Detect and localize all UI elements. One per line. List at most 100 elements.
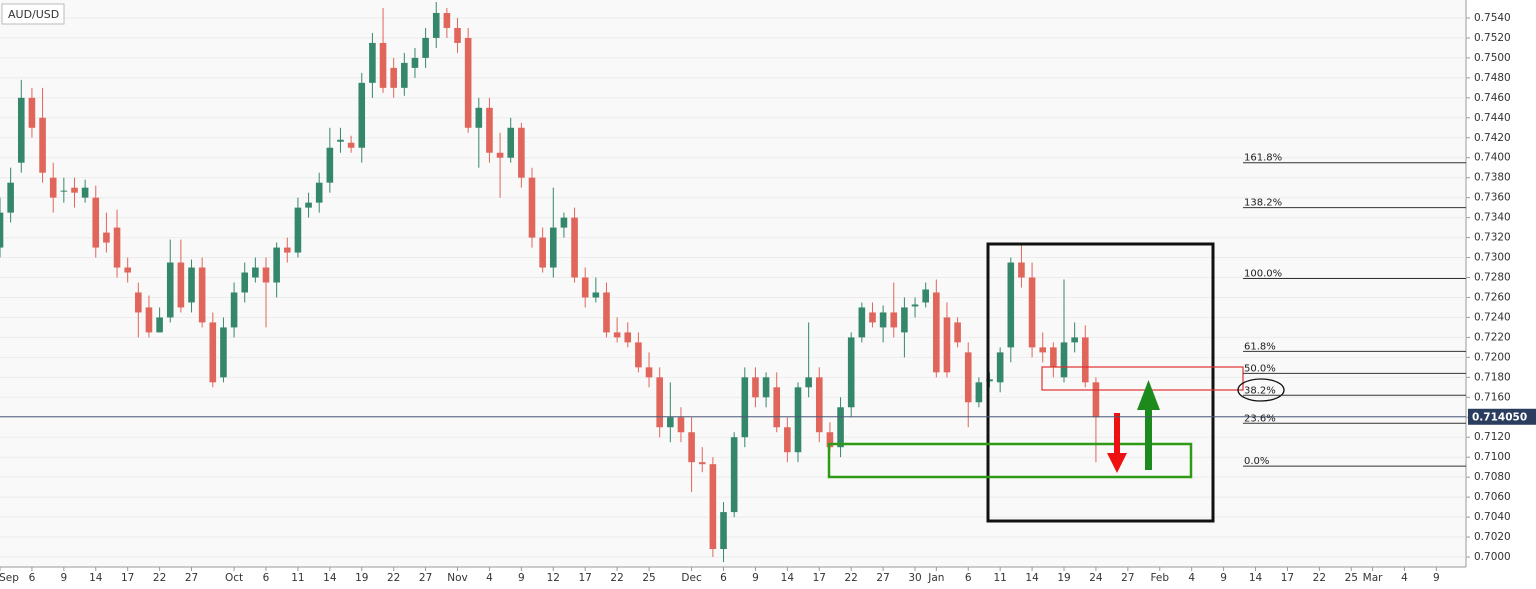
y-tick-label: 0.7260: [1474, 291, 1511, 303]
y-tick-label: 0.7280: [1474, 272, 1511, 284]
x-tick-label: Nov: [447, 572, 468, 584]
candle-body: [166, 262, 174, 318]
y-tick-label: 0.7400: [1474, 152, 1511, 164]
candle-body: [315, 182, 323, 203]
x-tick-label: 22: [153, 572, 166, 584]
candle-body: [975, 382, 983, 403]
candle-body: [869, 312, 876, 323]
highlight-ellipse: [1237, 378, 1285, 402]
candle-body: [71, 187, 78, 193]
axis-background: [1466, 0, 1536, 589]
y-tick-label: 0.7180: [1474, 371, 1511, 383]
candle-body: [752, 377, 759, 398]
y-tick-label: 0.7320: [1474, 232, 1511, 244]
y-tick-label: 0.7200: [1474, 351, 1511, 363]
x-tick-label: 4: [486, 572, 493, 584]
candle-body: [475, 107, 483, 128]
candle-body: [103, 232, 110, 243]
current-price-box: [1468, 408, 1536, 425]
candle-body: [422, 37, 429, 58]
candle-body: [762, 377, 770, 398]
candles: [0, 1, 1100, 563]
candle-body: [986, 379, 993, 382]
candle-body: [0, 212, 4, 248]
candle-body: [273, 247, 280, 283]
candle-body: [613, 332, 621, 338]
y-tick-label: 0.7360: [1474, 192, 1511, 204]
candle-body: [1060, 342, 1068, 378]
y-tick-label: 0.7120: [1474, 431, 1511, 443]
candle-body: [337, 139, 344, 142]
candle-body: [656, 377, 663, 428]
x-tick-label: 6: [263, 572, 270, 584]
x-tick-label: Dec: [681, 572, 702, 584]
y-tick-label: 0.7460: [1474, 92, 1511, 104]
y-tick-label: 0.7000: [1474, 551, 1511, 563]
x-tick-label: 9: [752, 572, 759, 584]
candle-body: [901, 307, 908, 333]
candle-body: [805, 377, 812, 388]
candle-body: [709, 464, 717, 550]
x-tick-label: 17: [813, 572, 826, 584]
candle-body: [943, 317, 951, 373]
chart-title: AUD/USD: [8, 8, 59, 21]
candle-body: [241, 272, 249, 293]
candle-body: [964, 352, 972, 403]
x-tick-label: 14: [781, 572, 795, 584]
candle-body: [358, 82, 366, 148]
candle-body: [305, 202, 312, 208]
fib-label: 61.8%: [1244, 341, 1276, 352]
y-tick-label: 0.7100: [1474, 451, 1511, 463]
candle-body: [507, 127, 515, 158]
box: [1041, 366, 1244, 391]
candle-body: [528, 177, 536, 238]
candle-body: [667, 417, 674, 428]
x-tick-label: 27: [419, 572, 432, 584]
candle-body: [933, 292, 940, 373]
y-tick-label: 0.7500: [1474, 52, 1511, 64]
candle-body: [741, 377, 749, 438]
x-tick-label: 4: [1401, 572, 1408, 584]
candle-body: [677, 417, 685, 433]
candle-body: [454, 27, 461, 43]
x-tick-label: 17: [1281, 572, 1294, 584]
y-tick-label: 0.7060: [1474, 491, 1511, 503]
candle-body: [220, 327, 227, 378]
candle-body: [1007, 262, 1015, 348]
x-tick-label: Oct: [225, 572, 243, 584]
candle-body: [571, 217, 578, 278]
candle-body: [145, 307, 153, 333]
x-tick-label: 17: [121, 572, 134, 584]
candle-body: [135, 292, 142, 313]
annotations: 161.8% 138.2% 100.0% 61.8% 50.0% 38.2% 23.6% 0.…: [0, 153, 1466, 523]
candle-body: [124, 267, 131, 273]
y-tick-label: 0.7540: [1474, 12, 1511, 24]
candle-body: [113, 227, 121, 268]
x-tick-label: 25: [1345, 572, 1358, 584]
candle-body: [28, 97, 36, 128]
y-tick-label: 0.7300: [1474, 252, 1511, 264]
x-tick-label: 14: [1025, 572, 1039, 584]
candle-body: [496, 152, 504, 158]
box: [827, 442, 1193, 479]
candle-body: [1092, 382, 1100, 418]
x-tick-label: Mar: [1363, 572, 1383, 584]
candle-body: [60, 190, 68, 192]
candle-body: [996, 352, 1004, 383]
x-tick-label: 25: [642, 572, 655, 584]
candle-body: [698, 462, 706, 465]
y-tick-label: 0.7520: [1474, 32, 1511, 44]
fib-label: 100.0%: [1244, 269, 1282, 280]
candle-body: [7, 182, 14, 213]
candle-body: [262, 267, 270, 283]
y-tick-label: 0.7340: [1474, 212, 1511, 224]
candle-body: [954, 322, 961, 343]
x-tick-label: 6: [720, 572, 727, 584]
y-tick-label: 0.7440: [1474, 112, 1511, 124]
candle-body: [922, 289, 929, 303]
x-tick-label: 9: [60, 572, 67, 584]
x-tick-label: 22: [1313, 572, 1326, 584]
candle-body: [1081, 337, 1089, 383]
fib-label: 38.2%: [1244, 385, 1276, 396]
